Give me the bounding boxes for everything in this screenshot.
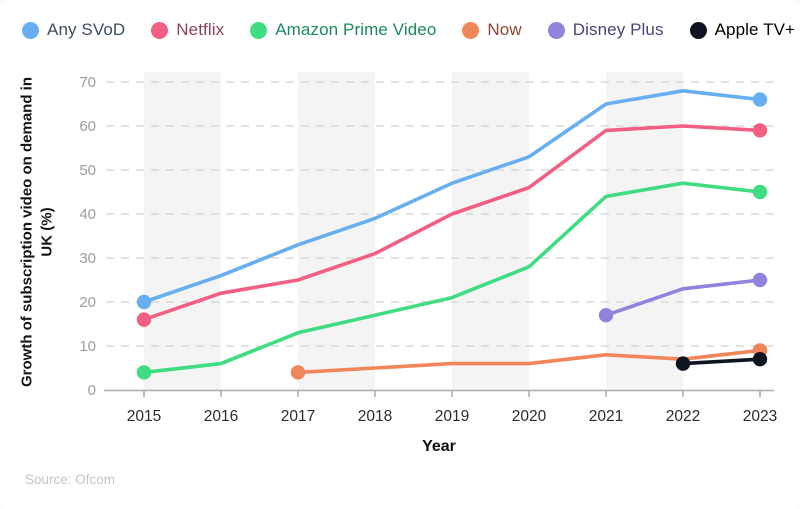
data-point-any-svod-2015: [136, 294, 152, 310]
legend-label-apple-tv: Apple TV+: [714, 20, 796, 39]
year-band-2019: [452, 72, 529, 390]
data-point-disney-plus-2023: [752, 272, 768, 288]
data-point-netflix-2015: [136, 312, 152, 327]
chart-legend: Any SVoD Netflix Amazon Prime Video Now Disn…: [22, 20, 795, 40]
series-line-any-svod: [142, 89, 762, 304]
legend-item-apple-tv[interactable]: Apple TV+: [689, 20, 796, 40]
data-point-now-2017: [290, 365, 306, 380]
legend-dot-netflix: [151, 21, 169, 39]
y-tick-label-0: 0: [88, 382, 96, 399]
legend-dot-apple-tv: [689, 21, 707, 39]
data-point-netflix-2023: [752, 123, 768, 138]
legend-label-now: Now: [487, 20, 522, 39]
y-axis-title: Growth of subscription video on demand i…: [18, 77, 56, 388]
legend-item-any-svod[interactable]: Any SVoD: [22, 20, 125, 40]
year-band-2015: [144, 72, 221, 390]
year-band-2021: [606, 72, 683, 390]
y-tick-label-20: 20: [79, 294, 96, 311]
y-tick-label-60: 60: [79, 118, 96, 135]
x-tick-label-2023: 2023: [743, 408, 777, 425]
data-point-disney-plus-2021: [598, 308, 614, 323]
data-point-apple-tv-2023: [752, 352, 768, 367]
x-tick-label-2021: 2021: [589, 408, 623, 425]
series-line-apple-tv: [681, 357, 762, 366]
y-tick-label-40: 40: [79, 206, 96, 223]
series-line-disney-plus: [604, 278, 762, 318]
series-line-netflix: [142, 124, 762, 322]
legend-label-any-svod: Any SVoD: [47, 20, 126, 39]
series-line-amazon-prime-video: [142, 181, 762, 375]
legend-item-amazon-prime-video[interactable]: Amazon Prime Video: [250, 20, 436, 40]
legend-dot-amazon-prime-video: [250, 21, 268, 39]
legend-label-netflix: Netflix: [176, 20, 225, 39]
legend-dot-now: [462, 21, 480, 39]
x-tick-label-2018: 2018: [358, 408, 392, 425]
y-tick-label-70: 70: [79, 74, 96, 91]
x-tick-label-2022: 2022: [666, 408, 700, 425]
x-tick-label-2015: 2015: [127, 408, 161, 425]
x-tick-label-2020: 2020: [512, 408, 547, 425]
data-point-amazon-prime-video-2015: [136, 365, 152, 380]
data-point-apple-tv-2022: [675, 356, 691, 371]
source-note: Source: Ofcom: [25, 472, 116, 487]
x-axis-title: Year: [422, 438, 456, 455]
y-tick-label-30: 30: [79, 250, 96, 267]
x-tick-label-2016: 2016: [204, 408, 238, 425]
y-tick-label-10: 10: [79, 338, 96, 355]
legend-item-disney-plus[interactable]: Disney Plus: [547, 20, 664, 40]
legend-dot-disney-plus: [547, 21, 565, 39]
legend-label-disney-plus: Disney Plus: [572, 20, 664, 39]
legend-label-amazon-prime-video: Amazon Prime Video: [275, 20, 437, 39]
legend-item-now[interactable]: Now: [462, 20, 522, 40]
legend-dot-any-svod: [22, 21, 39, 39]
x-tick-label-2017: 2017: [281, 408, 315, 425]
data-point-any-svod-2023: [752, 92, 768, 107]
y-tick-label-50: 50: [79, 162, 96, 179]
x-tick-label-2019: 2019: [435, 408, 469, 425]
data-point-amazon-prime-video-2023: [752, 184, 768, 200]
legend-item-netflix[interactable]: Netflix: [151, 20, 224, 40]
